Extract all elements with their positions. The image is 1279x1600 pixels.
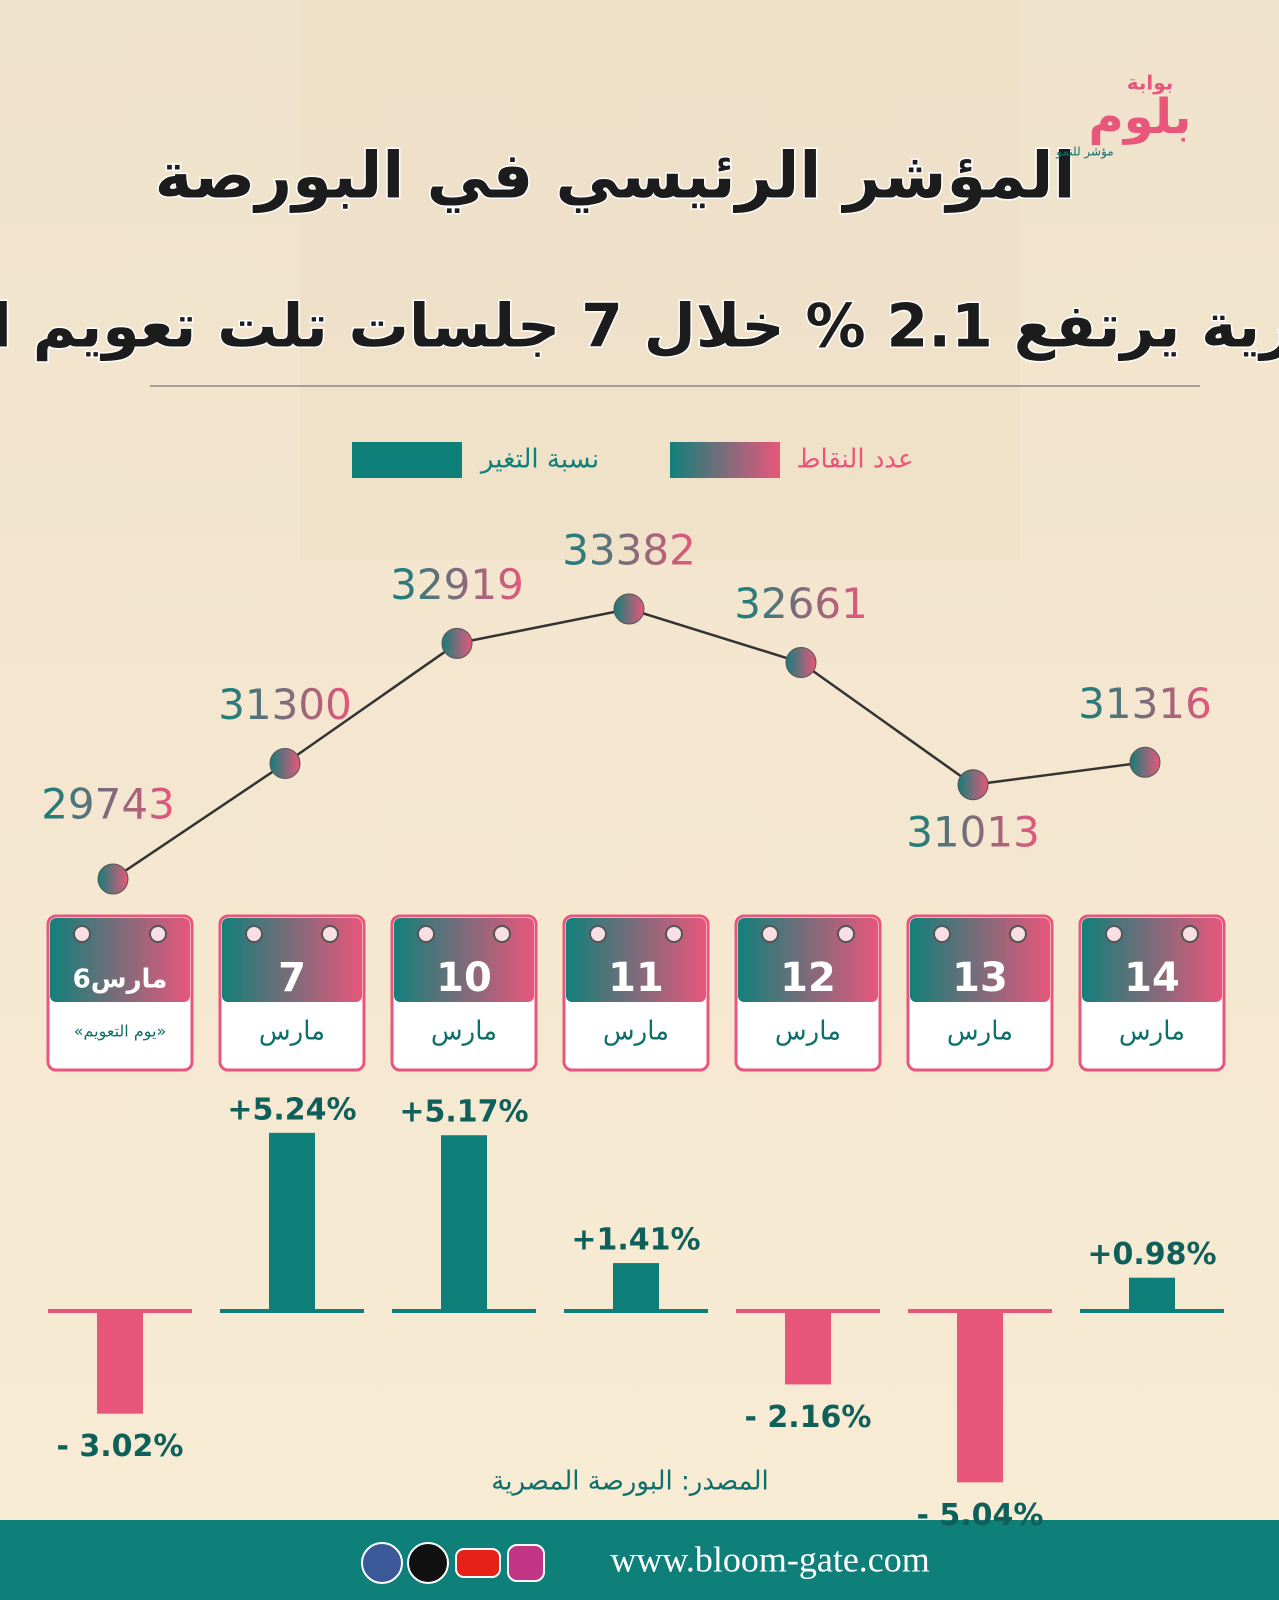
change-bar bbox=[785, 1311, 831, 1385]
title-line: المؤشر الرئيسي في البورصة bbox=[155, 140, 1076, 214]
index-point bbox=[957, 769, 989, 801]
category-sublabel: «يوم التعويم» bbox=[74, 1022, 167, 1042]
index-value: 29743 bbox=[41, 780, 175, 829]
index-value: 31013 bbox=[906, 807, 1040, 856]
x-icon[interactable] bbox=[407, 1542, 449, 1584]
calendar-ring bbox=[837, 925, 855, 943]
calendar-ring bbox=[665, 925, 683, 943]
calendar-ring bbox=[321, 925, 339, 943]
change-label: - 5.04% bbox=[917, 1498, 1044, 1533]
calendar-ring bbox=[1009, 925, 1027, 943]
change-bar bbox=[613, 1263, 659, 1311]
website[interactable]: www.bloom-gate.com bbox=[610, 1539, 930, 1579]
change-label: - 2.16% bbox=[745, 1400, 872, 1435]
index-value: 33382 bbox=[562, 526, 696, 575]
index-point bbox=[1129, 746, 1161, 778]
category-sublabel: مارس bbox=[1119, 1017, 1185, 1047]
calendar-ring bbox=[1105, 925, 1123, 943]
calendar-ring bbox=[73, 925, 91, 943]
category-label: 11 bbox=[608, 955, 664, 1001]
calendar-ring bbox=[761, 925, 779, 943]
calendar-ring bbox=[149, 925, 167, 943]
legend-label: نسبة التغير bbox=[479, 445, 599, 475]
change-label: - 3.02% bbox=[57, 1429, 184, 1464]
title-line: المصرية يرتفع 2.1 % خلال 7 جلسات تلت تعو… bbox=[0, 292, 1279, 362]
index-value: 32661 bbox=[734, 579, 868, 628]
category-sublabel: مارس bbox=[259, 1017, 325, 1047]
category-sublabel: مارس bbox=[775, 1017, 841, 1047]
category-label: 14 bbox=[1124, 955, 1180, 1001]
category-label: 7 bbox=[278, 955, 306, 1001]
change-bar bbox=[97, 1311, 143, 1414]
category-label: 10 bbox=[436, 955, 492, 1001]
index-value: 32919 bbox=[390, 560, 524, 609]
index-point bbox=[613, 593, 645, 625]
legend-swatch bbox=[352, 442, 462, 478]
legend-label: عدد النقاط bbox=[796, 445, 913, 475]
calendar-ring bbox=[1181, 925, 1199, 943]
category-sublabel: مارس bbox=[947, 1017, 1013, 1047]
change-bar bbox=[957, 1311, 1003, 1483]
index-point bbox=[785, 646, 817, 678]
index-point bbox=[269, 747, 301, 779]
calendar-ring bbox=[589, 925, 607, 943]
index-point bbox=[97, 863, 129, 895]
legend-swatch bbox=[670, 442, 780, 478]
calendar-ring bbox=[245, 925, 263, 943]
category-sublabel: مارس bbox=[431, 1017, 497, 1047]
category-label: 13 bbox=[952, 955, 1008, 1001]
change-label: +0.98% bbox=[1087, 1237, 1216, 1272]
youtube-icon[interactable] bbox=[455, 1548, 501, 1578]
index-value: 31316 bbox=[1078, 679, 1212, 728]
logo-top: بوابة bbox=[1127, 71, 1174, 95]
change-label: +1.41% bbox=[571, 1223, 700, 1258]
index-point bbox=[441, 627, 473, 659]
calendar-ring bbox=[493, 925, 511, 943]
change-label: +5.17% bbox=[399, 1095, 528, 1130]
category-sublabel: مارس bbox=[603, 1017, 669, 1047]
calendar-ring bbox=[933, 925, 951, 943]
logo-tagline: مؤشر للنمو bbox=[1055, 145, 1114, 160]
index-value: 31300 bbox=[218, 680, 352, 729]
footer-bar bbox=[0, 1520, 1279, 1600]
calendar-ring bbox=[417, 925, 435, 943]
change-bar bbox=[269, 1132, 315, 1311]
instagram-icon[interactable] bbox=[507, 1544, 545, 1582]
category-label: 6مارس bbox=[73, 965, 168, 995]
source: المصدر: البورصة المصرية bbox=[491, 1467, 768, 1497]
logo-name: بلوم bbox=[1089, 89, 1192, 145]
change-bar bbox=[1129, 1277, 1175, 1311]
change-bar bbox=[441, 1135, 487, 1311]
facebook-icon[interactable] bbox=[361, 1542, 403, 1584]
category-label: 12 bbox=[780, 955, 836, 1001]
change-label: +5.24% bbox=[227, 1092, 356, 1127]
